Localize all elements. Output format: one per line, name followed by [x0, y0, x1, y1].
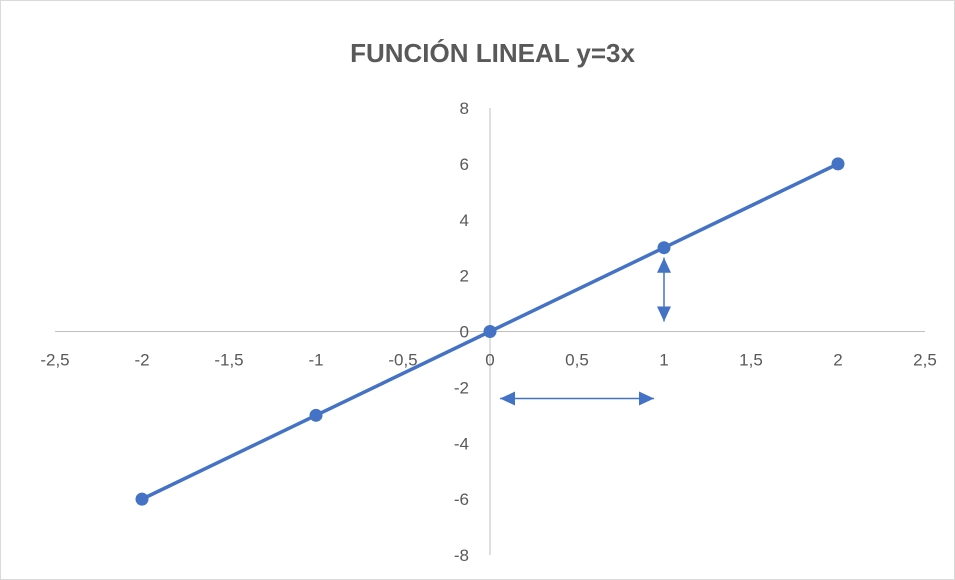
data-point: [483, 325, 497, 338]
x-tick-label: -1,5: [214, 351, 243, 370]
x-tick-label: 1: [659, 351, 668, 370]
arrowhead-icon: [500, 391, 515, 406]
x-tick-label: -0,5: [388, 351, 417, 370]
y-tick-label: -4: [454, 434, 469, 453]
x-tick-label: 2,5: [913, 351, 937, 370]
chart-title: FUNCIÓN LINEAL y=3x: [350, 38, 635, 68]
series: [135, 157, 845, 506]
arrowhead-icon: [657, 306, 671, 322]
y-tick-label: -8: [454, 546, 469, 565]
x-tick-label: 1,5: [739, 351, 763, 370]
y-tick-label: -2: [454, 378, 469, 397]
y-tick-label: 2: [460, 267, 469, 286]
arrowhead-icon: [657, 257, 671, 273]
y-tick-label: 4: [460, 211, 469, 230]
x-tick-label: -2: [134, 351, 149, 370]
arrowhead-icon: [639, 391, 654, 406]
tick-labels: -2,5 -2 -1,5 -1 -0,5 0 0,5 1 1,5 2 2,5 8 6 4 2 0 -2 -4 -6 -…: [40, 99, 936, 565]
y-tick-label: -6: [454, 490, 469, 509]
data-point: [309, 408, 323, 422]
y-tick-label: 8: [460, 99, 469, 118]
data-point: [657, 241, 671, 255]
data-point: [831, 157, 845, 171]
x-tick-label: -1: [308, 351, 323, 370]
x-tick-label: 0,5: [565, 351, 589, 370]
x-tick-label: -2,5: [40, 351, 69, 370]
x-tick-label: 0: [485, 351, 494, 370]
x-tick-label: 2: [833, 351, 842, 370]
annotations: [500, 257, 671, 406]
data-point: [135, 492, 149, 506]
y-tick-label: 6: [460, 155, 469, 174]
y-tick-label: 0: [460, 323, 469, 342]
